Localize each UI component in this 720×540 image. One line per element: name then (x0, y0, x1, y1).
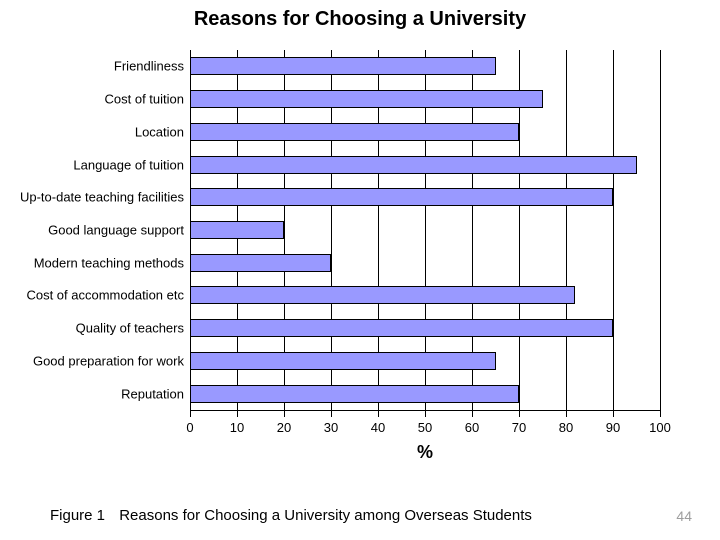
bar (190, 90, 543, 108)
gridline (566, 50, 567, 410)
x-tick-label: 50 (418, 420, 432, 435)
x-tick-label: 80 (559, 420, 573, 435)
bar (190, 385, 519, 403)
x-tick (331, 410, 332, 417)
x-tick (472, 410, 473, 417)
x-tick (284, 410, 285, 417)
gridline (660, 50, 661, 410)
y-category-label: Modern teaching methods (34, 255, 190, 270)
x-tick-label: 40 (371, 420, 385, 435)
x-tick (378, 410, 379, 417)
page: { "chart": { "type": "bar-horizontal", "… (0, 0, 720, 540)
y-category-label: Good language support (48, 223, 190, 238)
x-tick (613, 410, 614, 417)
x-tick-label: 70 (512, 420, 526, 435)
bar (190, 221, 284, 239)
y-category-label: Location (135, 124, 190, 139)
plot-area: FriendlinessCost of tuitionLocationLangu… (190, 50, 660, 410)
x-axis-title: % (190, 442, 660, 463)
y-category-label: Reputation (121, 386, 190, 401)
x-tick (519, 410, 520, 417)
bar (190, 352, 496, 370)
gridline (613, 50, 614, 410)
bar (190, 156, 637, 174)
x-tick (190, 410, 191, 417)
x-tick-label: 10 (230, 420, 244, 435)
y-category-label: Cost of tuition (105, 92, 191, 107)
x-tick-label: 0 (186, 420, 193, 435)
y-category-label: Quality of teachers (76, 321, 190, 336)
figure-caption-text: Reasons for Choosing a University among … (119, 507, 532, 524)
x-tick-label: 30 (324, 420, 338, 435)
x-tick (237, 410, 238, 417)
y-category-label: Language of tuition (73, 157, 190, 172)
bar (190, 123, 519, 141)
chart-title: Reasons for Choosing a University (0, 8, 720, 31)
plot-inner: FriendlinessCost of tuitionLocationLangu… (190, 50, 660, 410)
bar (190, 57, 496, 75)
y-category-label: Friendliness (114, 59, 190, 74)
y-category-label: Good preparation for work (33, 353, 190, 368)
x-tick-label: 20 (277, 420, 291, 435)
bar (190, 188, 613, 206)
x-tick-label: 90 (606, 420, 620, 435)
figure-caption: Figure 1 Reasons for Choosing a Universi… (50, 507, 532, 524)
y-axis-line (190, 50, 191, 410)
y-category-label: Cost of accommodation etc (26, 288, 190, 303)
x-tick-label: 60 (465, 420, 479, 435)
x-tick (660, 410, 661, 417)
figure-number: Figure 1 (50, 507, 105, 524)
x-tick (566, 410, 567, 417)
bar (190, 254, 331, 272)
page-number: 44 (676, 508, 692, 524)
bar (190, 286, 575, 304)
x-tick (425, 410, 426, 417)
bar (190, 319, 613, 337)
y-category-label: Up-to-date teaching facilities (20, 190, 190, 205)
x-tick-label: 100 (649, 420, 671, 435)
